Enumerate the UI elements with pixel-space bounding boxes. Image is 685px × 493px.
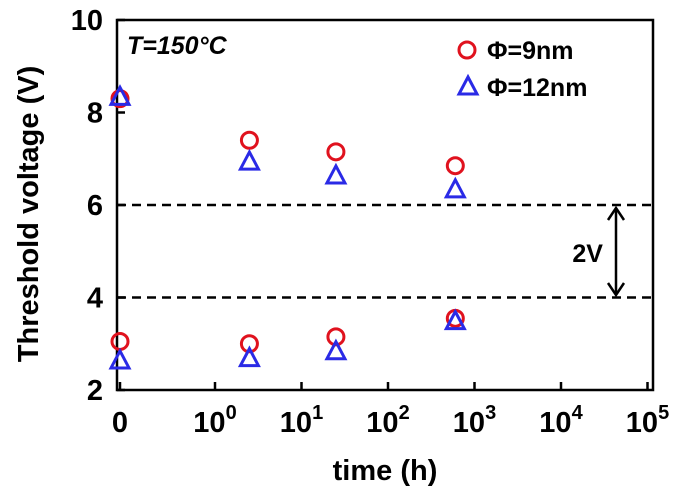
data-markers bbox=[108, 84, 467, 370]
temperature-annotation: T=150°C bbox=[127, 32, 228, 60]
data-point-triangle bbox=[443, 308, 467, 331]
x-tick-label: 102 bbox=[366, 402, 409, 439]
y-tick-label: 10 bbox=[71, 5, 103, 37]
data-point-circle bbox=[445, 156, 465, 176]
legend-circle-marker bbox=[457, 40, 477, 60]
x-tick-label: 105 bbox=[626, 402, 669, 439]
legend-label-series-2: Φ=12nm bbox=[487, 74, 587, 102]
data-point-circle bbox=[326, 142, 346, 162]
data-point-circle bbox=[110, 331, 130, 351]
x-tick-label: 0 bbox=[112, 407, 128, 439]
data-point-triangle bbox=[108, 84, 132, 106]
y-axis-label: Threshold voltage (V) bbox=[13, 66, 45, 362]
y-tick-label: 2 bbox=[87, 375, 103, 407]
x-tick-label: 100 bbox=[193, 402, 236, 439]
y-ticks: 2 4 6 8 10 bbox=[71, 5, 125, 407]
y-tick-label: 6 bbox=[87, 190, 103, 222]
x-tick-label: 103 bbox=[453, 402, 496, 439]
data-point-triangle bbox=[237, 345, 261, 368]
data-point-triangle bbox=[108, 347, 132, 370]
x-ticks: 0 100 101 102 103 104 105 bbox=[112, 382, 669, 439]
data-point-triangle bbox=[324, 162, 348, 185]
x-axis-label: time (h) bbox=[333, 455, 438, 487]
x-tick-label: 104 bbox=[539, 402, 583, 439]
data-point-circle bbox=[239, 130, 259, 150]
legend: Φ=9nm Φ=12nm bbox=[456, 37, 587, 102]
data-point-triangle bbox=[324, 338, 348, 361]
legend-triangle-marker bbox=[456, 73, 480, 96]
data-point-triangle bbox=[443, 176, 467, 199]
x-tick-label: 101 bbox=[280, 402, 323, 439]
window-arrow bbox=[606, 205, 626, 298]
legend-label-series-1: Φ=9nm bbox=[487, 37, 574, 65]
y-tick-label: 8 bbox=[87, 98, 103, 130]
data-point-triangle bbox=[237, 148, 261, 171]
y-tick-label: 4 bbox=[87, 283, 103, 315]
window-label: 2V bbox=[572, 240, 603, 268]
data-point-circle bbox=[110, 89, 130, 109]
